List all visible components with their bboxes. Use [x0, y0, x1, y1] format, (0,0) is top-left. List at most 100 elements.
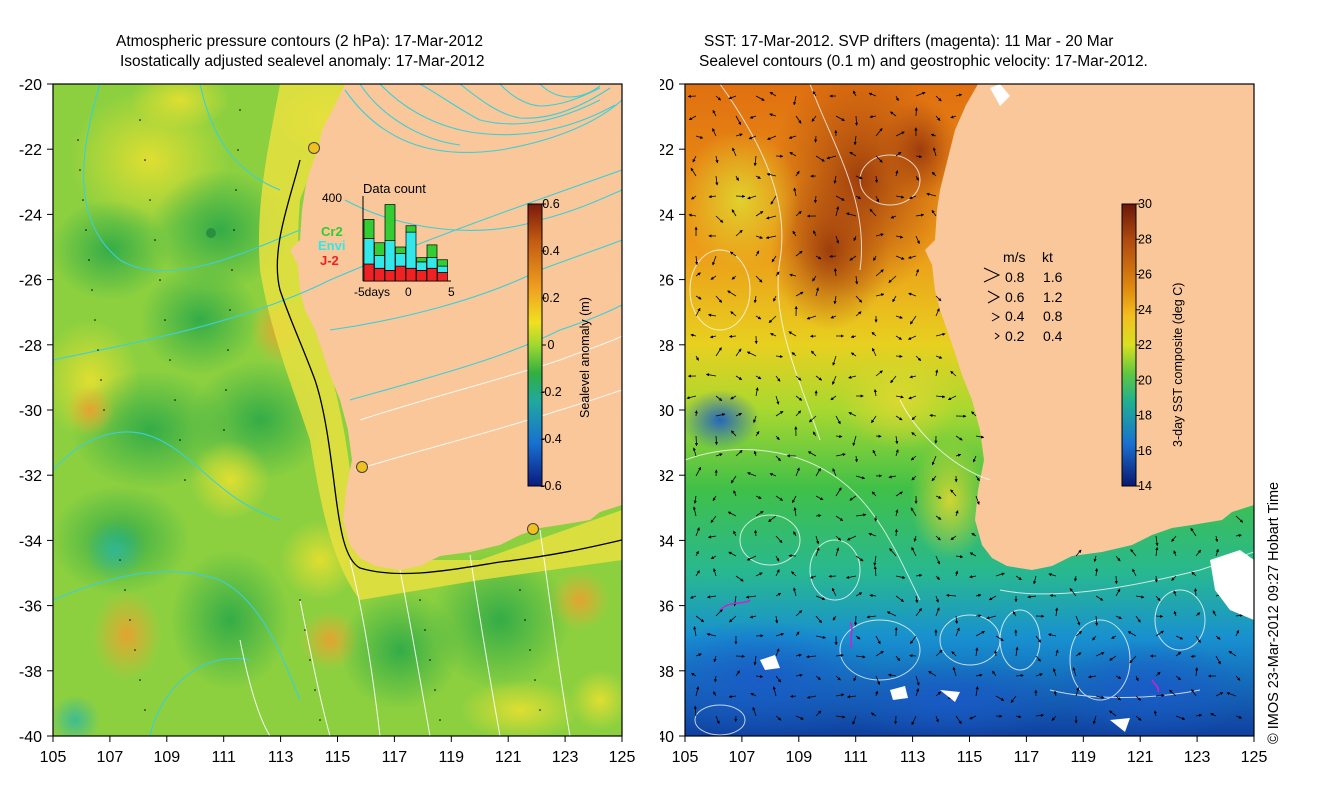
velocity-vector [971, 411, 977, 417]
velocity-vector [1115, 555, 1121, 562]
velocity-vector [747, 195, 757, 200]
velocity-vector [892, 295, 897, 303]
velocity-vector [692, 155, 697, 163]
velocity-vector [895, 195, 905, 199]
velocity-vector [855, 175, 863, 180]
velocity-vector [793, 587, 797, 597]
velocity-vector [908, 292, 917, 297]
velocity-vector [1095, 595, 1104, 601]
sealevel-contours [239, 335, 622, 736]
velocity-vector [868, 532, 877, 537]
track-dots [77, 109, 541, 721]
velocity-vector [715, 413, 726, 417]
velocity-vector [868, 92, 877, 97]
velocity-vector [1226, 692, 1237, 697]
velocity-vector [911, 715, 917, 726]
inset-bar-j2 [395, 265, 406, 282]
velocity-vector [815, 615, 822, 624]
velocity-vector [910, 455, 917, 461]
velocity-vector [855, 592, 863, 597]
velocity-vector [755, 495, 762, 499]
velocity-vector [1135, 595, 1145, 599]
velocity-vector [829, 254, 837, 258]
velocity-vector [1190, 527, 1197, 537]
velocity-vector [945, 593, 957, 598]
velocity-vector [793, 187, 797, 197]
velocity-vector [795, 673, 803, 677]
sst-cb-label: 22 [1138, 338, 1152, 352]
right-longitude-axis: 105 107 109 111 113 115 117 119 121 123 125 [672, 736, 1267, 766]
cloud-mask [760, 84, 1254, 732]
velocity-vector [750, 692, 757, 697]
inset-bar-j2 [426, 267, 438, 282]
velocity-vector [708, 195, 717, 199]
velocity-vector [895, 131, 905, 137]
velocity-vector [986, 615, 997, 620]
velocity-vector [873, 555, 877, 567]
geostrophic-vectors [686, 90, 1244, 726]
velocity-vector [1075, 652, 1082, 657]
velocity-vector [693, 495, 697, 504]
velocity-vector [769, 91, 777, 97]
velocity-vector [1129, 655, 1137, 664]
velocity-vector [775, 632, 785, 637]
velocity-vector [915, 91, 926, 97]
inset-xtick-zero: 0 [405, 285, 412, 299]
velocity-vector [730, 430, 737, 437]
velocity-vector [775, 455, 781, 462]
velocity-vector [1048, 573, 1057, 577]
velocity-vector [707, 535, 717, 539]
velocity-vector [855, 195, 862, 200]
velocity-vector [710, 555, 717, 560]
velocity-legend-kt-2: 0.8 [1043, 308, 1063, 324]
velocity-vector [753, 155, 757, 167]
velocity-vector [692, 447, 697, 457]
velocity-vector [832, 468, 837, 477]
velocity-vector [875, 155, 883, 163]
velocity-vector [690, 595, 697, 599]
velocity-vector [753, 655, 757, 666]
sst-cb-label: 30 [1138, 197, 1152, 211]
velocity-vector [775, 675, 782, 683]
velocity-vector [1088, 675, 1097, 679]
velocity-vector [895, 491, 903, 497]
svp-drifter-track [849, 621, 853, 649]
velocity-vector [833, 268, 838, 277]
velocity-vector [849, 255, 857, 261]
velocity-vector [793, 507, 797, 517]
velocity-vector [1075, 630, 1083, 637]
velocity-vector [931, 209, 937, 217]
velocity-vector [755, 235, 763, 239]
velocity-vector [826, 155, 837, 160]
velocity-vector [935, 495, 942, 499]
velocity-vector [875, 195, 879, 203]
velocity-vector [832, 355, 837, 366]
velocity-vector [915, 573, 923, 578]
velocity-vector [907, 335, 917, 340]
velocity-vector [875, 650, 884, 657]
velocity-vector [747, 472, 757, 477]
velocity-vector [947, 395, 957, 401]
inset-legend-cr2: Cr2 [321, 224, 343, 239]
velocity-vector [748, 135, 757, 140]
sst-colorbar-label: 3-day SST composite (deg C) [1171, 283, 1185, 447]
velocity-legend-kt-0: 1.6 [1043, 269, 1063, 285]
velocity-vector [769, 113, 777, 117]
velocity-vector [895, 235, 904, 239]
velocity-vector [815, 155, 825, 162]
velocity-vector [835, 453, 846, 457]
left-lon-label: 111 [212, 749, 236, 766]
velocity-vector [731, 209, 737, 217]
velocity-vector [1015, 575, 1022, 581]
right-lon-label: 117 [1014, 749, 1040, 766]
velocity-vector [715, 295, 723, 303]
velocity-vector [832, 375, 837, 385]
velocity-vector [789, 151, 797, 157]
velocity-vector [694, 435, 699, 447]
velocity-vector [755, 95, 765, 101]
velocity-vector [873, 255, 877, 261]
velocity-vector [870, 712, 877, 717]
velocity-vector [833, 175, 837, 184]
velocity-vector [935, 395, 946, 399]
right-lat-label: -24 [660, 207, 674, 224]
